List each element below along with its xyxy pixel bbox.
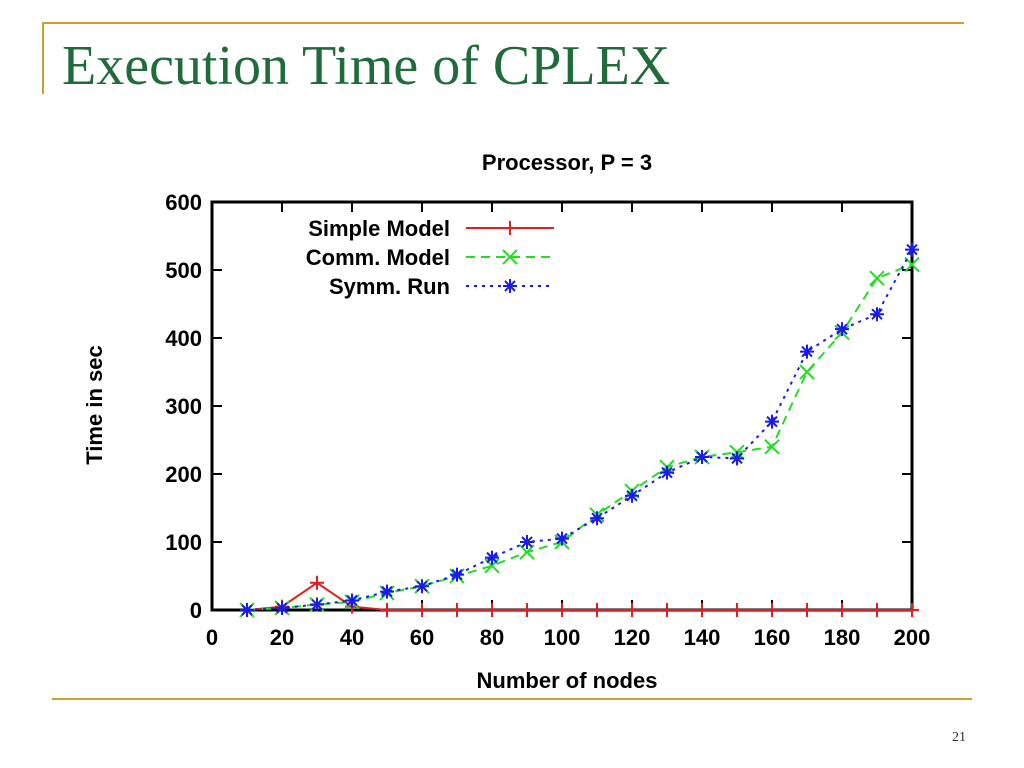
title-accent-vertical	[42, 22, 44, 94]
y-axis-label: Time in sec	[82, 345, 107, 464]
x-tick-label: 100	[544, 625, 581, 650]
data-point	[870, 603, 884, 617]
data-point	[905, 603, 919, 617]
data-point	[660, 465, 674, 480]
data-point	[520, 603, 534, 617]
x-tick-label: 180	[824, 625, 861, 650]
y-tick-label: 200	[165, 462, 202, 487]
chart-title: Processor, P = 3	[482, 150, 652, 175]
legend-marker	[503, 279, 517, 293]
data-point	[485, 550, 499, 565]
axes: 0 20 40 60 80 100 120 140 160 180 200 0 100 200 300 400…	[165, 190, 930, 650]
series-line	[246, 249, 913, 611]
page-number: 21	[952, 730, 966, 745]
data-point	[240, 603, 254, 617]
legend-marker	[502, 249, 518, 265]
data-point	[625, 603, 639, 617]
data-point	[764, 439, 780, 455]
data-point	[799, 364, 815, 380]
x-tick-label: 0	[206, 625, 218, 650]
y-tick-label: 500	[165, 258, 202, 283]
x-tick-label: 60	[410, 625, 434, 650]
x-tick-label: 200	[894, 625, 931, 650]
data-point	[905, 242, 919, 257]
series-symm-run	[240, 242, 919, 617]
y-tick-label: 300	[165, 394, 202, 419]
data-point	[800, 344, 814, 359]
data-point	[835, 322, 849, 337]
y-tick-label: 600	[165, 190, 202, 215]
data-point	[730, 603, 744, 617]
legend-label: Simple Model	[308, 216, 450, 241]
legend-label: Comm. Model	[306, 245, 450, 270]
data-point	[415, 603, 429, 617]
data-point	[695, 603, 709, 617]
data-point	[450, 603, 464, 617]
execution-time-chart: Processor, P = 3 Number of nodes Time in…	[82, 150, 930, 693]
y-tick-label: 400	[165, 326, 202, 351]
slide-title: Execution Time of CPLEX	[62, 35, 671, 97]
data-point	[870, 307, 884, 322]
x-tick-label: 120	[614, 625, 651, 650]
series-layer	[239, 242, 920, 618]
data-point	[380, 584, 394, 599]
y-tick-label: 0	[190, 598, 202, 623]
data-point	[310, 575, 324, 590]
series-comm-model	[239, 256, 920, 618]
data-point	[765, 603, 779, 617]
legend: Simple Model Comm. Model Symm. Run	[306, 216, 554, 299]
legend-label: Symm. Run	[329, 274, 450, 299]
data-point	[835, 603, 849, 617]
x-tick-label: 20	[270, 625, 294, 650]
data-point	[590, 511, 604, 526]
data-point	[695, 450, 709, 464]
data-point	[520, 535, 534, 549]
x-axis-label: Number of nodes	[477, 668, 658, 693]
footer-rule	[52, 698, 972, 700]
data-point	[275, 600, 289, 615]
data-point	[415, 579, 429, 594]
data-point	[519, 544, 535, 560]
y-tick-label: 100	[165, 530, 202, 555]
title-accent-horizontal	[42, 22, 964, 24]
series-line	[246, 263, 913, 611]
data-point	[485, 603, 499, 617]
x-tick-label: 160	[754, 625, 791, 650]
data-point	[345, 593, 359, 608]
data-point	[625, 488, 639, 503]
data-point	[450, 567, 464, 582]
data-point	[380, 603, 394, 617]
data-point	[555, 531, 569, 546]
data-point	[310, 597, 324, 612]
x-tick-label: 40	[340, 625, 364, 650]
data-point	[590, 603, 604, 617]
x-tick-label: 80	[480, 625, 504, 650]
data-point	[555, 603, 569, 617]
data-point	[869, 270, 885, 286]
data-point	[660, 603, 674, 617]
legend-marker	[503, 221, 517, 235]
data-point	[800, 603, 814, 617]
x-tick-label: 140	[684, 625, 721, 650]
data-point	[765, 414, 779, 429]
data-point	[730, 451, 744, 466]
